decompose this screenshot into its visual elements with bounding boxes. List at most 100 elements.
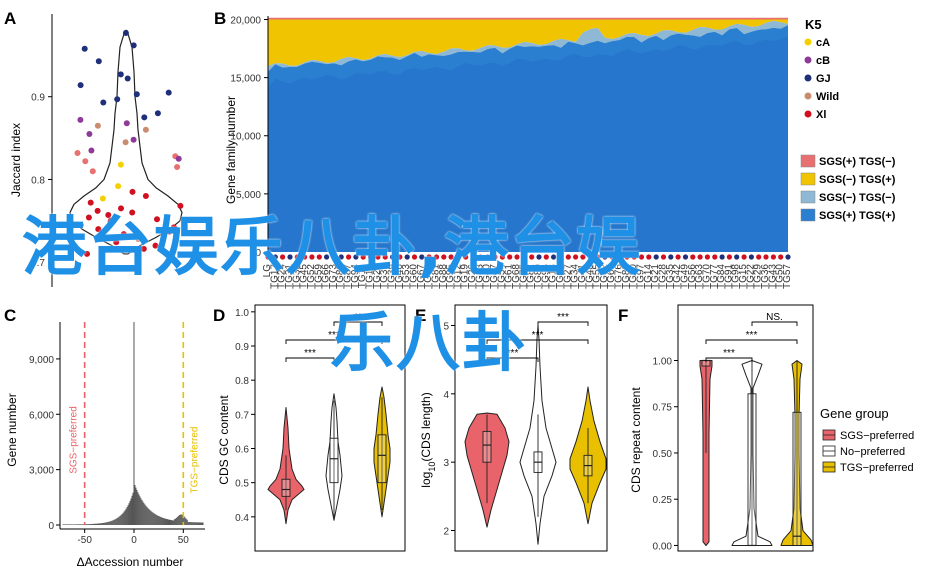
- panel-c-hist-bar: [143, 502, 145, 525]
- panel-b-accession-dot: [309, 254, 315, 260]
- panel-b-accession-dot: [367, 254, 374, 260]
- panel-b-accession-tick-label: TG52: [306, 264, 317, 289]
- panel-b-accession-dot: [785, 254, 791, 260]
- panel-f-sig-3-label: NS.: [766, 312, 783, 323]
- panel-b-accession-dot: [595, 254, 601, 260]
- panel-a-point: [94, 207, 101, 214]
- panel-f-sig-3-bar: [751, 321, 798, 326]
- panel-b-accession-tick-label: TG47: [489, 264, 500, 289]
- panel-b-accession-dot: [404, 254, 410, 260]
- panel-c-hist-bar: [93, 523, 95, 525]
- panel-c-hist-bar: [72, 524, 74, 525]
- panel-b-accession-dot: [353, 254, 359, 260]
- panel-a-point: [87, 199, 94, 206]
- panel-b-accession-tick-label: TG77: [709, 264, 720, 289]
- panel-b-accession-dot: [470, 254, 476, 260]
- panel-f: F CDS repeat content 0.00 0.25 0.50 0.75 1.0…: [618, 304, 914, 552]
- panel-c-hist-bar: [192, 522, 194, 525]
- panel-c-hist-bar: [157, 515, 159, 525]
- panel-c-hist-bar: [130, 498, 132, 525]
- panel-b-legend-k5-label: cB: [816, 55, 830, 67]
- panel-a-point: [82, 158, 89, 165]
- panel-c-hist-bar: [163, 518, 165, 525]
- panel-b-legend-k5-label: Xl: [816, 109, 826, 121]
- panel-b-accession-tick-label: TG59: [313, 264, 324, 289]
- panel-b-accession-tick-label: TG26: [467, 264, 478, 289]
- panel-b-accession-dot: [609, 254, 615, 260]
- panel-b-legend-fill-swatch: [800, 208, 816, 222]
- panel-b-accession-dot: [697, 254, 703, 260]
- panel-c-hist-bar: [189, 522, 191, 525]
- panel-a: A Jaccard index 0.7 0.8 0.9: [4, 9, 184, 287]
- panel-b-accession-tick-label: TG43: [767, 264, 778, 289]
- panel-a-point: [84, 250, 90, 257]
- panel-a-point: [105, 212, 112, 218]
- panel-a-point: [177, 202, 184, 209]
- panel-b-accession-tick-label: TG40: [482, 264, 493, 289]
- panel-c-hist-bar: [174, 518, 176, 525]
- panel-c-hist-bar: [82, 524, 84, 525]
- panel-b-accession-tick-label: TG12: [452, 264, 463, 289]
- panel-c-hist-bar: [73, 524, 75, 525]
- panel-b-accession-dot: [360, 254, 366, 260]
- panel-c-hist-bar: [159, 516, 161, 525]
- panel-c-hist-bar: [139, 496, 141, 525]
- panel-d-ytick-label: 0.6: [235, 445, 249, 456]
- panel-b-ylabel: Gene family number: [224, 96, 238, 204]
- panel-e-sig-2-bar: [486, 339, 589, 344]
- panel-c-hist-bar: [95, 523, 97, 525]
- panel-b-accession-tick-label: TG28: [658, 264, 669, 289]
- panel-c-hist-bar: [152, 512, 154, 525]
- panel-c-hist-bar: [80, 524, 82, 525]
- panel-c-hist-bar: [129, 500, 131, 525]
- panel-b-accession-tick-label: TG15: [738, 264, 749, 289]
- panel-c-hist-bar: [165, 518, 167, 525]
- panel-b-legend-fill-swatch: [800, 190, 816, 204]
- panel-b-ytick-label: 5,000: [236, 190, 261, 201]
- panel-c-hist-bar: [69, 524, 71, 525]
- panel-d-box-no-box: [329, 437, 339, 484]
- panel-b-accession-dot: [382, 254, 388, 260]
- panel-a-point: [154, 216, 160, 223]
- panel-b-accession-dot: [521, 254, 527, 260]
- panel-c-hist-bar: [119, 515, 121, 525]
- panel-c-hist-bar: [79, 524, 81, 525]
- panel-c-hist-bar: [75, 524, 77, 525]
- panel-c-hist-bar: [136, 490, 138, 525]
- panel-b-legend-fill-label: SGS(−) TGS(+): [819, 174, 896, 186]
- panel-e-letter: E: [415, 306, 426, 325]
- panel-b-accession-tick-label: TG38: [291, 264, 302, 289]
- panel-c-xtick-label: 0: [131, 535, 137, 546]
- panel-c-hist-bar: [169, 519, 170, 525]
- panel-c-hist-bar: [197, 522, 199, 525]
- panel-f-ytick-label: 0.50: [653, 449, 673, 460]
- panel-b-accession-dot: [316, 254, 322, 260]
- panel-b-accession-dot: [573, 254, 579, 260]
- panel-b-accession-dot: [448, 254, 454, 260]
- panel-b-accession-tick-label: TG49: [680, 264, 691, 289]
- panel-c-hist-bar: [184, 517, 186, 525]
- panel-b-area-sgs-only: [268, 17, 788, 20]
- panel-a-ylabel: Jaccard index: [9, 123, 23, 197]
- panel-c: C Gene number ΔAccession number 0 3,000 6,…: [4, 306, 205, 569]
- panel-c-xlabel: ΔAccession number: [77, 555, 184, 569]
- panel-d-ylabel: CDS GC content: [217, 395, 231, 485]
- panel-a-point: [130, 42, 137, 49]
- panel-a-point: [122, 139, 129, 146]
- panel-c-ytick-label: 6,000: [29, 410, 54, 421]
- panel-c-hist-bar: [131, 495, 133, 525]
- panel-b-accession-tick-label: TG27: [562, 264, 573, 289]
- panel-c-hist-bar: [144, 504, 146, 525]
- panel-c-hist-bar: [151, 511, 153, 525]
- panel-d-ytick-label: 0.7: [235, 410, 249, 421]
- panel-d-box-tgs-box: [377, 434, 387, 484]
- panel-b-accession-tick-label: TG68: [511, 264, 522, 289]
- panel-c-hist-bar: [117, 517, 119, 525]
- panel-b-accession-dot: [756, 254, 762, 260]
- panel-c-hist-bar: [158, 516, 160, 525]
- panel-b-accession-tick-label: TG53: [401, 264, 412, 289]
- panel-b-accession-dot: [653, 254, 659, 260]
- panel-b-accession-tick-label: TG76: [614, 264, 625, 289]
- panel-b-accession-tick-label: TG24: [277, 264, 288, 289]
- panel-f-sig-1-label: ***: [723, 348, 735, 359]
